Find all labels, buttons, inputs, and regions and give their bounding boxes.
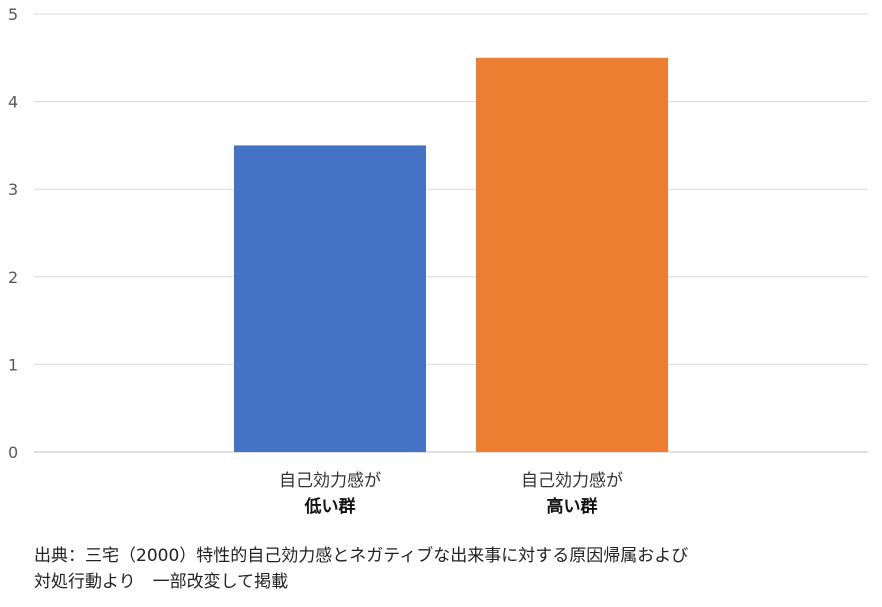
bar [234,145,426,452]
gridlines [34,13,868,453]
source-citation: 出典：三宅（2000）特性的自己効力感とネガティブな出来事に対する原因帰属および… [34,543,874,595]
y-axis-tick-labels: 0 1 2 3 4 5 [8,5,18,462]
bars [234,57,668,453]
y-tick-label: 1 [8,355,18,374]
category-label-line1: 自己効力感が [521,471,623,491]
y-tick-label: 5 [8,5,18,24]
y-tick-label: 2 [8,268,18,287]
category-label-line2: 高い群 [547,496,598,517]
y-tick-label: 3 [8,180,18,199]
category-label-line2: 低い群 [304,496,356,517]
y-tick-label: 4 [8,93,18,112]
y-tick-label: 0 [8,443,18,462]
category-label-line1: 自己効力感が [279,471,381,491]
source-line-1: 出典：三宅（2000）特性的自己効力感とネガティブな出来事に対する原因帰属および [34,546,689,566]
source-line-2: 対処行動より 一部改変して掲載 [34,572,289,592]
bar [476,57,668,453]
